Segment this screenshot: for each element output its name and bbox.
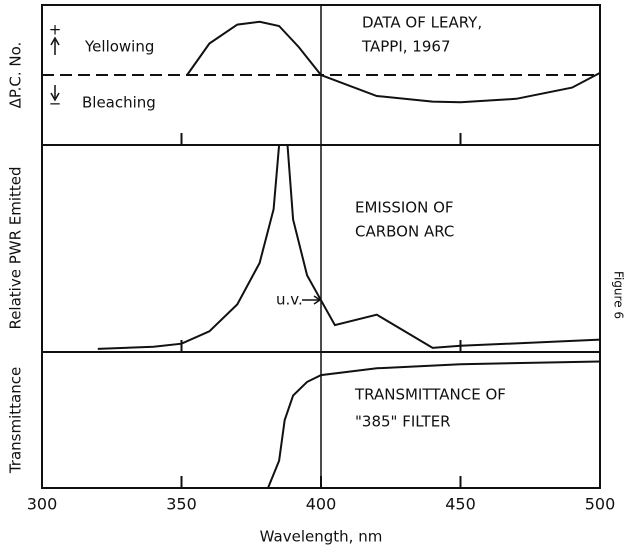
- data-line: [186, 20, 601, 104]
- annotation: EMISSION OF: [355, 199, 454, 217]
- annotation: "385" FILTER: [355, 413, 451, 431]
- annotation: u.v.: [276, 291, 303, 309]
- x-tick-label: 500: [585, 495, 616, 514]
- y-axis-label: ΔP.C. No.: [7, 42, 25, 109]
- figure-label: Figure 6: [612, 271, 626, 319]
- annotation: +: [49, 21, 62, 39]
- annotation: Bleaching: [82, 94, 156, 112]
- y-axis-label: Relative PWR Emitted: [7, 166, 25, 329]
- data-line: [97, 144, 601, 350]
- annotation: CARBON ARC: [355, 223, 454, 241]
- x-tick-label: 300: [27, 495, 58, 514]
- arrow-head: [50, 92, 60, 102]
- annotation: DATA OF LEARY,: [362, 14, 482, 32]
- annotation: −: [49, 95, 62, 113]
- data-line: [267, 360, 601, 489]
- x-tick-label: 450: [445, 495, 476, 514]
- annotation: TAPPI, 1967: [361, 38, 450, 56]
- y-axis-label: Transmittance: [7, 367, 25, 474]
- annotation: TRANSMITTANCE OF: [354, 386, 506, 404]
- x-tick-label: 350: [166, 495, 197, 514]
- annotation: Yellowing: [84, 38, 154, 56]
- arrow-head: [50, 36, 60, 46]
- x-tick-label: 400: [306, 495, 337, 514]
- x-axis-label: Wavelength, nm: [260, 528, 383, 546]
